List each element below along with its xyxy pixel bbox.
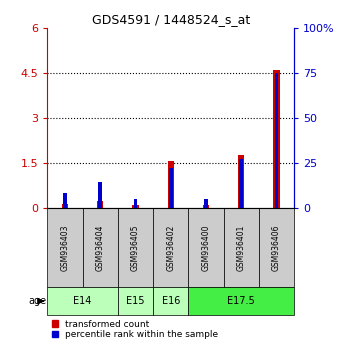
Bar — [259, 207, 294, 287]
Text: E15: E15 — [126, 296, 145, 306]
Text: E14: E14 — [73, 296, 92, 306]
Text: GSM936406: GSM936406 — [272, 224, 281, 270]
Bar — [97, 201, 103, 207]
Text: E17.5: E17.5 — [227, 296, 255, 306]
Bar — [204, 199, 208, 207]
Bar — [63, 193, 67, 207]
Text: GSM936403: GSM936403 — [61, 224, 69, 270]
Bar — [273, 69, 280, 207]
Bar — [134, 199, 137, 207]
Bar — [223, 207, 259, 287]
Text: age: age — [28, 296, 47, 306]
Text: GSM936400: GSM936400 — [201, 224, 211, 270]
Bar — [188, 207, 223, 287]
Bar — [118, 207, 153, 287]
Bar — [47, 207, 82, 287]
Bar — [203, 205, 209, 207]
Title: GDS4591 / 1448524_s_at: GDS4591 / 1448524_s_at — [92, 13, 250, 26]
Legend: transformed count, percentile rank within the sample: transformed count, percentile rank withi… — [52, 320, 218, 339]
Bar — [118, 287, 153, 315]
Bar — [169, 168, 173, 207]
Bar — [98, 182, 102, 207]
Bar — [188, 287, 294, 315]
Bar — [168, 161, 174, 207]
Text: GSM936402: GSM936402 — [166, 224, 175, 270]
Bar — [132, 205, 139, 207]
Bar — [82, 207, 118, 287]
Bar — [47, 287, 118, 315]
Text: GSM936404: GSM936404 — [96, 224, 105, 270]
Bar — [274, 73, 278, 207]
Bar — [153, 207, 188, 287]
Text: GSM936405: GSM936405 — [131, 224, 140, 270]
Bar — [153, 287, 188, 315]
Bar — [238, 155, 244, 207]
Text: GSM936401: GSM936401 — [237, 224, 246, 270]
Text: E16: E16 — [162, 296, 180, 306]
Bar — [239, 159, 243, 207]
Bar — [62, 204, 68, 207]
